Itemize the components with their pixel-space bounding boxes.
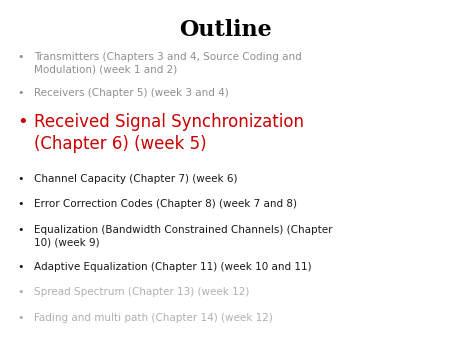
Text: •: • (17, 174, 23, 184)
Text: Received Signal Synchronization
(Chapter 6) (week 5): Received Signal Synchronization (Chapter… (34, 113, 304, 153)
Text: Fading and multi path (Chapter 14) (week 12): Fading and multi path (Chapter 14) (week… (34, 313, 273, 323)
Text: •: • (17, 287, 23, 297)
Text: Spread Spectrum (Chapter 13) (week 12): Spread Spectrum (Chapter 13) (week 12) (34, 287, 249, 297)
Text: •: • (17, 262, 23, 272)
Text: Error Correction Codes (Chapter 8) (week 7 and 8): Error Correction Codes (Chapter 8) (week… (34, 199, 297, 210)
Text: Receivers (Chapter 5) (week 3 and 4): Receivers (Chapter 5) (week 3 and 4) (34, 88, 229, 98)
Text: Outline: Outline (179, 19, 271, 41)
Text: Equalization (Bandwidth Constrained Channels) (Chapter
10) (week 9): Equalization (Bandwidth Constrained Chan… (34, 225, 332, 247)
Text: •: • (17, 225, 23, 235)
Text: •: • (17, 88, 23, 98)
Text: Channel Capacity (Chapter 7) (week 6): Channel Capacity (Chapter 7) (week 6) (34, 174, 237, 184)
Text: Transmitters (Chapters 3 and 4, Source Coding and
Modulation) (week 1 and 2): Transmitters (Chapters 3 and 4, Source C… (34, 52, 302, 75)
Text: •: • (17, 52, 23, 63)
Text: Adaptive Equalization (Chapter 11) (week 10 and 11): Adaptive Equalization (Chapter 11) (week… (34, 262, 311, 272)
Text: •: • (17, 113, 28, 131)
Text: •: • (17, 199, 23, 210)
Text: •: • (17, 313, 23, 323)
